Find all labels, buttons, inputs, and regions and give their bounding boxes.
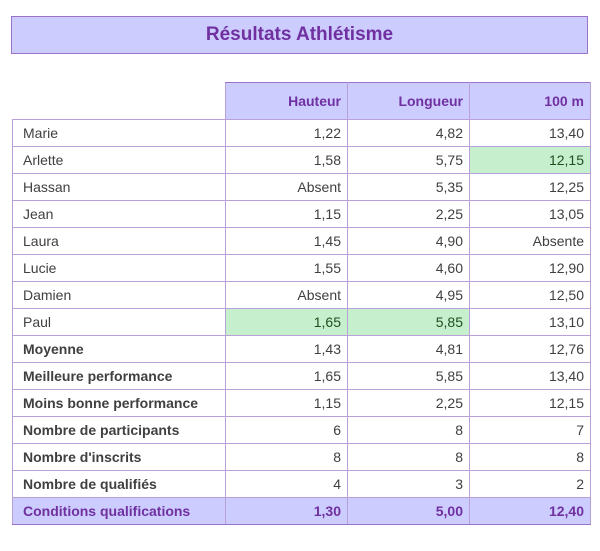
- value-cell-longueur[interactable]: 4,82: [347, 119, 470, 147]
- value-cell-longueur[interactable]: 5,35: [347, 173, 470, 201]
- value-cell-hauteur[interactable]: 1,58: [225, 146, 348, 174]
- stat-value-cell-100m[interactable]: 7: [469, 416, 591, 444]
- stat-row: Nombre d'inscrits 8 8 8: [12, 443, 591, 471]
- header-hauteur[interactable]: Hauteur: [225, 82, 348, 120]
- athlete-name-cell[interactable]: Paul: [12, 308, 226, 336]
- athlete-name-cell[interactable]: Lucie: [12, 254, 226, 282]
- value-cell-hauteur[interactable]: Absent: [225, 173, 348, 201]
- header-row: Hauteur Longueur 100 m: [12, 82, 591, 120]
- athlete-name-cell[interactable]: Laura: [12, 227, 226, 255]
- stat-label-cell[interactable]: Meilleure performance: [12, 362, 226, 390]
- value-cell-longueur[interactable]: 4,60: [347, 254, 470, 282]
- value-cell-100m[interactable]: 12,90: [469, 254, 591, 282]
- value-cell-hauteur[interactable]: 1,45: [225, 227, 348, 255]
- stat-value-cell-longueur[interactable]: 8: [347, 416, 470, 444]
- value-cell-longueur[interactable]: 2,25: [347, 200, 470, 228]
- conditions-row: Conditions qualifications 1,30 5,00 12,40: [12, 497, 591, 525]
- table-row: Paul 1,65 5,85 13,10: [12, 308, 591, 336]
- value-cell-hauteur[interactable]: 1,55: [225, 254, 348, 282]
- value-cell-hauteur[interactable]: 1,22: [225, 119, 348, 147]
- conditions-label-cell[interactable]: Conditions qualifications: [12, 497, 226, 525]
- table-row: Damien Absent 4,95 12,50: [12, 281, 591, 309]
- stat-value-cell-100m[interactable]: 13,40: [469, 362, 591, 390]
- table-row: Marie 1,22 4,82 13,40: [12, 119, 591, 147]
- stat-row: Nombre de participants 6 8 7: [12, 416, 591, 444]
- stat-value-cell-hauteur[interactable]: 1,65: [225, 362, 348, 390]
- stat-value-cell-100m[interactable]: 12,15: [469, 389, 591, 417]
- stat-value-cell-longueur[interactable]: 5,85: [347, 362, 470, 390]
- value-cell-100m[interactable]: 12,50: [469, 281, 591, 309]
- table-row: Laura 1,45 4,90 Absente: [12, 227, 591, 255]
- value-cell-100m[interactable]: 13,05: [469, 200, 591, 228]
- header-longueur[interactable]: Longueur: [347, 82, 470, 120]
- value-cell-100m[interactable]: Absente: [469, 227, 591, 255]
- athlete-name-cell[interactable]: Marie: [12, 119, 226, 147]
- table-row: Hassan Absent 5,35 12,25: [12, 173, 591, 201]
- stat-value-cell-hauteur[interactable]: 1,43: [225, 335, 348, 363]
- stat-row: Meilleure performance 1,65 5,85 13,40: [12, 362, 591, 390]
- stat-value-cell-100m[interactable]: 8: [469, 443, 591, 471]
- stat-value-cell-100m[interactable]: 2: [469, 470, 591, 498]
- athlete-name-cell[interactable]: Jean: [12, 200, 226, 228]
- stat-label-cell[interactable]: Nombre d'inscrits: [12, 443, 226, 471]
- conditions-value-cell-longueur[interactable]: 5,00: [347, 497, 470, 525]
- conditions-value-cell-hauteur[interactable]: 1,30: [225, 497, 348, 525]
- value-cell-100m[interactable]: 12,15: [469, 146, 591, 174]
- stat-row: Moyenne 1,43 4,81 12,76: [12, 335, 591, 363]
- stat-label-cell[interactable]: Nombre de qualifiés: [12, 470, 226, 498]
- value-cell-hauteur[interactable]: 1,15: [225, 200, 348, 228]
- stat-label-cell[interactable]: Moyenne: [12, 335, 226, 363]
- value-cell-100m[interactable]: 13,40: [469, 119, 591, 147]
- athlete-name-cell[interactable]: Damien: [12, 281, 226, 309]
- table-row: Arlette 1,58 5,75 12,15: [12, 146, 591, 174]
- athlete-name-cell[interactable]: Arlette: [12, 146, 226, 174]
- stat-value-cell-hauteur[interactable]: 6: [225, 416, 348, 444]
- stat-value-cell-longueur[interactable]: 2,25: [347, 389, 470, 417]
- athlete-name-cell[interactable]: Hassan: [12, 173, 226, 201]
- sheet-title: Résultats Athlétisme: [11, 16, 588, 54]
- conditions-value-cell-100m[interactable]: 12,40: [469, 497, 591, 525]
- header-100m[interactable]: 100 m: [469, 82, 591, 120]
- header-corner-cell: [12, 82, 226, 120]
- value-cell-hauteur[interactable]: Absent: [225, 281, 348, 309]
- table-row: Jean 1,15 2,25 13,05: [12, 200, 591, 228]
- stat-row: Nombre de qualifiés 4 3 2: [12, 470, 591, 498]
- value-cell-100m[interactable]: 12,25: [469, 173, 591, 201]
- value-cell-longueur[interactable]: 4,95: [347, 281, 470, 309]
- value-cell-longueur[interactable]: 5,85: [347, 308, 470, 336]
- stat-value-cell-longueur[interactable]: 4,81: [347, 335, 470, 363]
- stat-row: Moins bonne performance 1,15 2,25 12,15: [12, 389, 591, 417]
- stat-value-cell-hauteur[interactable]: 1,15: [225, 389, 348, 417]
- value-cell-longueur[interactable]: 5,75: [347, 146, 470, 174]
- stat-value-cell-hauteur[interactable]: 8: [225, 443, 348, 471]
- stat-value-cell-100m[interactable]: 12,76: [469, 335, 591, 363]
- table-row: Lucie 1,55 4,60 12,90: [12, 254, 591, 282]
- stat-value-cell-longueur[interactable]: 8: [347, 443, 470, 471]
- stat-value-cell-hauteur[interactable]: 4: [225, 470, 348, 498]
- results-table: Hauteur Longueur 100 m Marie 1,22 4,82 13,4…: [12, 82, 591, 525]
- stat-value-cell-longueur[interactable]: 3: [347, 470, 470, 498]
- value-cell-longueur[interactable]: 4,90: [347, 227, 470, 255]
- value-cell-hauteur[interactable]: 1,65: [225, 308, 348, 336]
- value-cell-100m[interactable]: 13,10: [469, 308, 591, 336]
- stat-label-cell[interactable]: Nombre de participants: [12, 416, 226, 444]
- stat-label-cell[interactable]: Moins bonne performance: [12, 389, 226, 417]
